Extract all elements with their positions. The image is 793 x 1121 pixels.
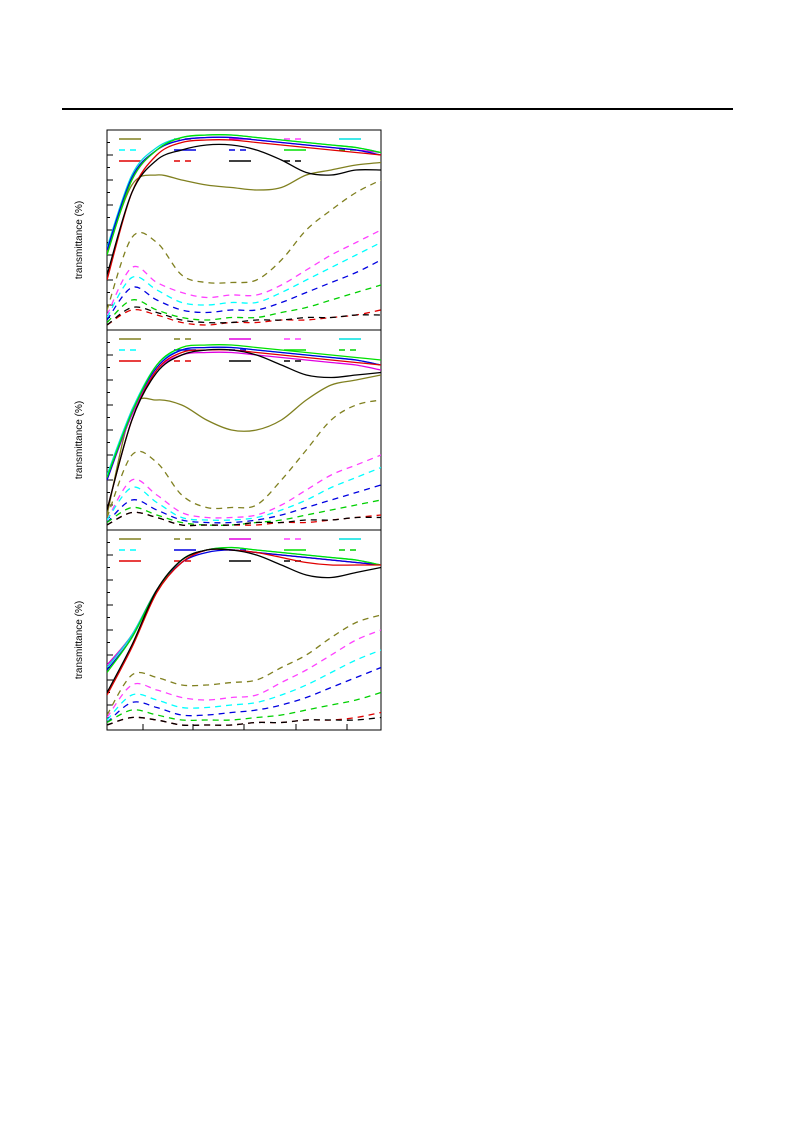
series-group <box>107 134 381 326</box>
series-line-8 <box>107 666 381 724</box>
series-line-7 <box>107 346 381 481</box>
series-line-5 <box>107 346 381 476</box>
series-line-11 <box>107 349 381 511</box>
series-line-13 <box>107 548 381 693</box>
series-line-11 <box>107 548 381 696</box>
series-line-13 <box>107 348 381 511</box>
plot-frame <box>106 529 382 731</box>
series-line-8 <box>107 259 381 321</box>
series-line-14 <box>107 511 381 527</box>
series-line-4 <box>107 454 381 521</box>
series-line-10 <box>107 499 381 526</box>
panel-2: transmittance (%) <box>74 329 382 531</box>
series-line-10 <box>107 691 381 724</box>
series-line-6 <box>107 649 381 721</box>
plot-frame <box>106 329 382 531</box>
plot-frame <box>106 129 382 331</box>
series-line-6 <box>107 241 381 318</box>
series-line-12 <box>107 308 381 326</box>
series-line-14 <box>107 306 381 326</box>
series-line-9 <box>107 344 381 478</box>
series-line-12 <box>107 711 381 727</box>
series-line-2 <box>107 179 381 311</box>
series-line-9 <box>107 134 381 256</box>
series-line-4 <box>107 629 381 718</box>
series-line-2 <box>107 399 381 518</box>
series-line-4 <box>107 229 381 316</box>
series-line-3 <box>107 351 381 481</box>
series-line-10 <box>107 284 381 323</box>
series-group <box>107 344 381 527</box>
series-line-1 <box>107 161 381 253</box>
series-line-2 <box>107 614 381 716</box>
y-axis-label: transmittance (%) <box>74 601 85 679</box>
series-line-13 <box>107 143 381 276</box>
series-line-8 <box>107 484 381 524</box>
header-rule <box>62 108 733 110</box>
series-group <box>107 546 381 727</box>
series-line-5 <box>107 134 381 248</box>
y-axis-label: transmittance (%) <box>74 401 85 479</box>
series-line-11 <box>107 139 381 281</box>
series-line-14 <box>107 716 381 727</box>
series-line-1 <box>107 374 381 516</box>
panel-3: transmittance (%) <box>74 529 382 731</box>
y-axis-label: transmittance (%) <box>74 201 85 279</box>
panel-1: transmittance (%) <box>74 129 382 331</box>
series-line-6 <box>107 466 381 521</box>
